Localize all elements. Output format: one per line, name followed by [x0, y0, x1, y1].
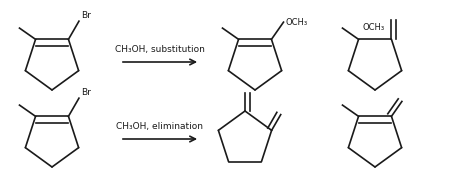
- Text: OCH₃: OCH₃: [286, 18, 308, 27]
- Text: Br: Br: [81, 11, 91, 20]
- Text: CH₃OH, elimination: CH₃OH, elimination: [117, 122, 203, 131]
- Text: CH₃OH, substitution: CH₃OH, substitution: [115, 45, 205, 54]
- Text: OCH₃: OCH₃: [363, 23, 385, 32]
- Text: Br: Br: [81, 88, 91, 97]
